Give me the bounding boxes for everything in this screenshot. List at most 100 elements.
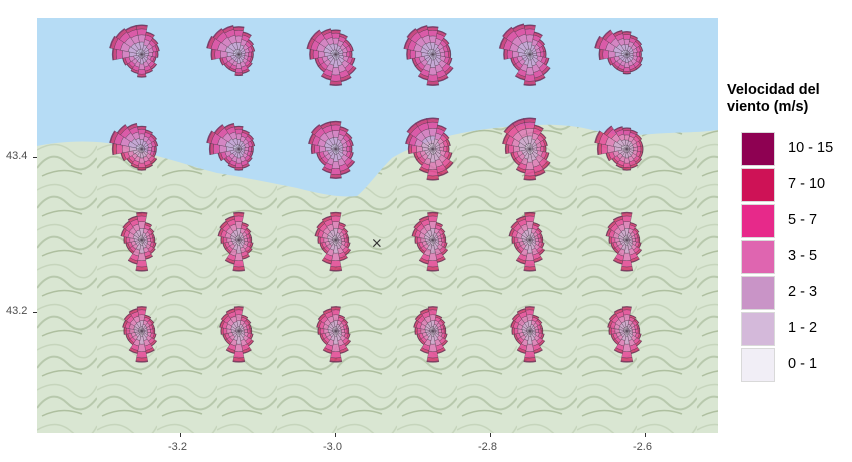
x-tick-mark: [490, 433, 491, 437]
wind-rose: [510, 306, 546, 363]
wind-rose-sector: [524, 74, 536, 82]
wind-rose-sector: [609, 327, 612, 335]
wind-rose-sector: [620, 360, 634, 363]
legend-label: 0 - 1: [788, 356, 818, 372]
wind-rose-sector: [330, 306, 341, 311]
wind-rose-sector: [321, 215, 332, 221]
wind-rose-sector: [427, 306, 438, 311]
legend-swatch: [741, 348, 775, 382]
map-panel[interactable]: ×: [37, 18, 718, 433]
wind-rose-sector: [446, 145, 449, 153]
wind-rose-sector: [427, 27, 439, 31]
wind-rose-sector: [321, 168, 332, 174]
wind-rose-sector: [611, 327, 616, 335]
wind-rose-sector: [411, 144, 417, 154]
wind-rose-sector: [623, 130, 631, 136]
wind-rose-sector: [597, 143, 602, 155]
legend-swatch: [741, 240, 775, 274]
wind-rose-sector: [135, 360, 149, 363]
x-tick-label: -2.6: [633, 441, 652, 453]
wind-rose-sector: [127, 259, 138, 265]
wind-rose-sector: [130, 164, 139, 169]
wind-rose-sector: [426, 118, 439, 123]
wind-rose-sector: [537, 227, 543, 233]
wind-rose: [594, 29, 644, 75]
wind-rose-sector: [443, 146, 448, 152]
wind-rose-sector: [524, 306, 535, 311]
wind-rose-sector: [630, 34, 639, 39]
wind-rose: [206, 25, 256, 77]
wind-rose-sector: [427, 211, 439, 214]
wind-rose-sector: [137, 162, 146, 168]
wind-rose-sector: [415, 327, 418, 335]
wind-rose-sector: [415, 118, 428, 124]
x-tick-label: -3.0: [323, 441, 342, 453]
wind-rose-sector: [504, 49, 508, 60]
wind-rose-sector: [234, 166, 244, 171]
wind-rose-sector: [408, 144, 413, 154]
wind-rose-sector: [349, 145, 352, 153]
wind-rose-sector: [213, 124, 223, 134]
wind-rose-sector: [126, 327, 131, 335]
wind-rose-sector: [502, 26, 513, 37]
wind-rose-sector: [137, 309, 147, 316]
wind-rose-sector: [524, 260, 536, 268]
wind-rose-sector: [130, 70, 139, 74]
wind-rose-sector: [537, 318, 543, 324]
wind-rose-sector: [622, 309, 632, 316]
wind-rose-sector: [426, 357, 439, 362]
wind-rose-sector: [524, 121, 536, 129]
wind-roses-layer: [109, 23, 644, 363]
wind-rose: [314, 211, 352, 272]
wind-rose-sector: [248, 51, 252, 58]
wind-rose-sector: [213, 143, 220, 155]
wind-rose-sector: [636, 133, 643, 140]
wind-rose-sector: [211, 48, 216, 60]
wind-rose-sector: [623, 67, 631, 72]
wind-rose-sector: [124, 236, 127, 244]
wind-rose-sector: [227, 164, 236, 169]
x-tick-mark: [335, 433, 336, 437]
wind-rose-sector: [135, 266, 148, 271]
wind-rose-sector: [145, 31, 155, 36]
wind-rose-sector: [329, 177, 342, 179]
legend-swatch: [741, 168, 775, 202]
wind-rose-sector: [330, 121, 342, 126]
wind-rose-sector: [242, 31, 252, 36]
wind-rose-sector: [318, 327, 321, 335]
wind-rose-sector: [346, 132, 353, 139]
wind-rose-sector: [407, 49, 411, 60]
wind-rose-sector: [620, 357, 633, 362]
wind-rose-sector: [539, 39, 546, 45]
wind-rose-sector: [135, 269, 149, 272]
wind-rose-sector: [534, 124, 544, 130]
wind-rose-sector: [636, 51, 640, 58]
wind-rose-sector: [505, 144, 510, 154]
wind-rose-sector: [330, 168, 341, 175]
wind-rose-sector: [515, 259, 526, 265]
wind-rose-sector: [427, 169, 439, 177]
wind-rose-sector: [523, 266, 536, 271]
legend-swatch: [741, 204, 775, 238]
wind-rose-sector: [514, 75, 525, 81]
wind-rose-sector: [320, 327, 325, 335]
wind-rose-sector: [524, 351, 536, 359]
wind-rose-sector: [447, 138, 451, 146]
wind-rose-sector: [516, 349, 526, 354]
wind-rose-sector: [330, 260, 342, 268]
wind-rose-sector: [622, 31, 632, 36]
wind-rose-sector: [427, 121, 439, 129]
wind-rose-sector: [116, 49, 123, 60]
wind-rose-sector: [512, 327, 515, 335]
wind-rose-sector: [540, 51, 545, 58]
wind-rose-sector: [209, 143, 214, 155]
wind-rose-sector: [330, 306, 341, 308]
wind-rose: [403, 25, 454, 86]
wind-rose-sector: [622, 166, 632, 171]
wind-rose-sector: [350, 44, 354, 52]
wind-rose-sector: [621, 211, 633, 214]
wind-rose-sector: [145, 222, 153, 226]
wind-rose: [594, 125, 644, 171]
wind-rose-sector: [427, 215, 438, 223]
wind-rose: [413, 306, 449, 363]
